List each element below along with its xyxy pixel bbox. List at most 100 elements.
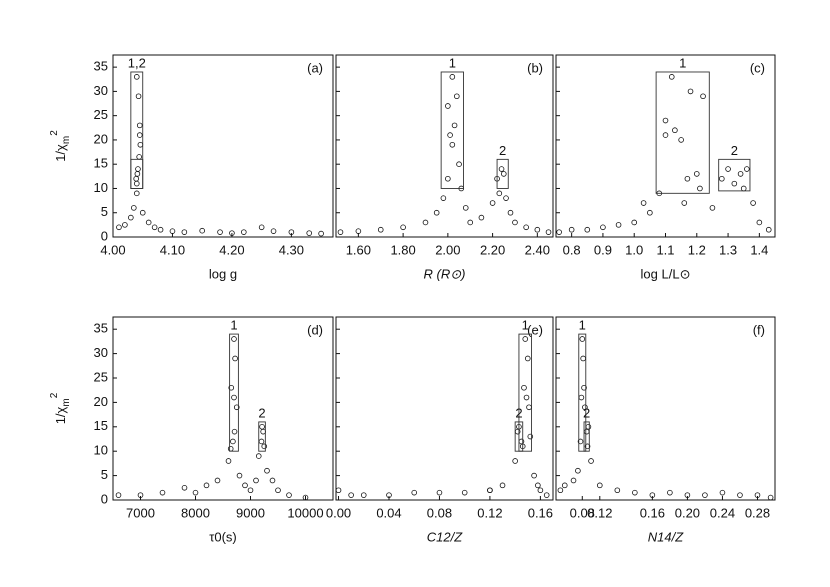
point — [725, 166, 731, 172]
point — [697, 185, 703, 192]
point — [531, 472, 537, 479]
y-tick-label: 25 — [94, 107, 108, 122]
point — [302, 494, 309, 501]
selection-box — [718, 158, 751, 192]
point — [667, 489, 673, 496]
point — [225, 458, 232, 464]
x-tick-label: 0.20 — [675, 505, 700, 520]
point — [456, 161, 462, 168]
point — [584, 226, 591, 233]
point — [318, 230, 324, 237]
box-label: 2 — [731, 143, 738, 158]
box-label: 1 — [522, 318, 529, 333]
point — [615, 222, 622, 228]
x-tick-label: 0.12 — [587, 505, 612, 520]
point — [451, 122, 458, 129]
point — [242, 482, 248, 489]
point — [534, 226, 541, 233]
point — [526, 404, 532, 411]
x-tick-label: 0.9 — [594, 242, 612, 257]
selection-box — [258, 421, 266, 452]
point — [261, 443, 268, 450]
point — [672, 127, 678, 134]
point — [134, 171, 141, 177]
point — [521, 384, 527, 391]
point — [684, 492, 691, 498]
selection-box — [578, 333, 587, 452]
point — [348, 492, 354, 498]
point — [231, 394, 237, 401]
point — [136, 132, 143, 138]
point — [422, 219, 429, 226]
plot-frame — [112, 316, 334, 501]
point — [400, 224, 406, 231]
x-tick-label: 0.28 — [745, 505, 770, 520]
selection-box — [440, 71, 464, 189]
x-axis-label: log g — [209, 266, 237, 281]
point — [227, 445, 234, 452]
point — [580, 355, 586, 362]
point — [255, 453, 262, 459]
plot-frame — [335, 316, 554, 501]
point — [489, 200, 496, 206]
point — [136, 122, 143, 129]
point — [275, 487, 281, 494]
point — [449, 141, 456, 148]
point — [230, 438, 236, 445]
point — [229, 230, 235, 236]
point — [498, 166, 505, 172]
box-label: 1 — [230, 318, 237, 333]
point — [228, 384, 235, 391]
point — [600, 224, 606, 231]
point — [137, 492, 144, 498]
y-tick-label: 30 — [94, 345, 108, 360]
x-tick-label: 2.40 — [525, 242, 550, 257]
x-tick-label: 2.00 — [435, 242, 460, 257]
point — [157, 226, 164, 233]
point — [135, 166, 141, 172]
y-tick-label: 5 — [101, 204, 108, 219]
selection-box — [518, 333, 533, 452]
point — [203, 482, 210, 489]
point — [115, 492, 122, 498]
point — [662, 132, 669, 138]
point — [631, 219, 638, 226]
point — [436, 489, 443, 496]
point — [411, 489, 418, 496]
y-tick-label: 25 — [94, 369, 108, 384]
point — [731, 180, 738, 187]
x-tick-label: 9000 — [236, 505, 265, 520]
point — [449, 74, 456, 80]
point — [678, 137, 684, 143]
box-label: 1 — [579, 318, 586, 333]
x-tick-label: 4.30 — [279, 242, 304, 257]
point — [512, 219, 518, 226]
point — [681, 200, 688, 206]
plot-frame — [555, 54, 776, 238]
box-label: 1,2 — [128, 55, 146, 70]
y-tick-label: 10 — [94, 180, 108, 195]
point — [447, 132, 453, 138]
x-tick-label: 0.00 — [326, 505, 351, 520]
point — [258, 438, 265, 445]
point — [584, 443, 591, 450]
point — [578, 394, 585, 401]
point — [181, 229, 188, 235]
point — [579, 336, 586, 342]
point — [507, 209, 514, 216]
point — [199, 227, 205, 234]
point — [128, 214, 134, 221]
plot-frame — [335, 54, 554, 238]
point — [719, 489, 726, 496]
point — [139, 209, 146, 216]
point — [133, 175, 139, 182]
x-tick-label: 8000 — [181, 505, 210, 520]
point — [687, 88, 694, 95]
y-label-main: 1/χ — [53, 406, 68, 424]
point — [462, 205, 469, 211]
x-tick-label: 0.04 — [376, 505, 401, 520]
point — [253, 477, 259, 484]
point — [247, 487, 254, 494]
point — [236, 472, 243, 479]
point — [241, 229, 247, 235]
